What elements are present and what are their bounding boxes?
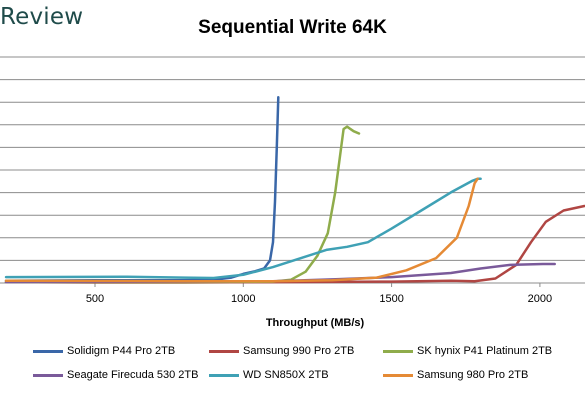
legend-label: Solidigm P44 Pro 2TB: [67, 345, 176, 357]
legend-swatch: [209, 373, 239, 377]
site-logo: Review: [0, 4, 84, 30]
series-lines: [4, 96, 585, 284]
series-line-6: [4, 177, 479, 283]
gridlines: [0, 56, 585, 261]
legend-swatch: [33, 349, 63, 353]
legend-label: WD SN850X 2TB: [243, 369, 329, 381]
legend-swatch: [33, 373, 63, 377]
line-chart: 500 1000 1500 2000 Throughput (MB/s): [0, 56, 585, 329]
legend-item: Samsung 980 Pro 2TB: [383, 369, 528, 381]
x-tick-label: 500: [86, 293, 104, 305]
legend-item: Solidigm P44 Pro 2TB: [33, 345, 175, 357]
legend-item: WD SN850X 2TB: [209, 369, 329, 381]
legend-label: Seagate Firecuda 530 2TB: [67, 369, 199, 381]
x-tick-label: 1000: [231, 293, 255, 305]
legend-label: Samsung 990 Pro 2TB: [243, 345, 355, 357]
x-axis-ticks: 500 1000 1500 2000: [86, 283, 552, 305]
series-line-3: [4, 125, 361, 284]
legend-swatch: [383, 373, 413, 377]
legend-swatch: [209, 349, 239, 353]
series-line-5: [4, 177, 482, 280]
legend-item: SK hynix P41 Platinum 2TB: [383, 345, 552, 357]
x-tick-label: 1500: [379, 293, 403, 305]
x-tick-label: 2000: [528, 293, 552, 305]
x-axis-label: Throughput (MB/s): [266, 317, 365, 329]
legend-label: Samsung 980 Pro 2TB: [417, 369, 529, 381]
legend-item: Samsung 990 Pro 2TB: [209, 345, 354, 357]
legend-item: Seagate Firecuda 530 2TB: [33, 369, 198, 381]
chart-title: Sequential Write 64K: [198, 17, 387, 38]
legend-swatch: [383, 349, 413, 353]
series-line-2: [4, 204, 585, 284]
legend-label: SK hynix P41 Platinum 2TB: [417, 345, 553, 357]
